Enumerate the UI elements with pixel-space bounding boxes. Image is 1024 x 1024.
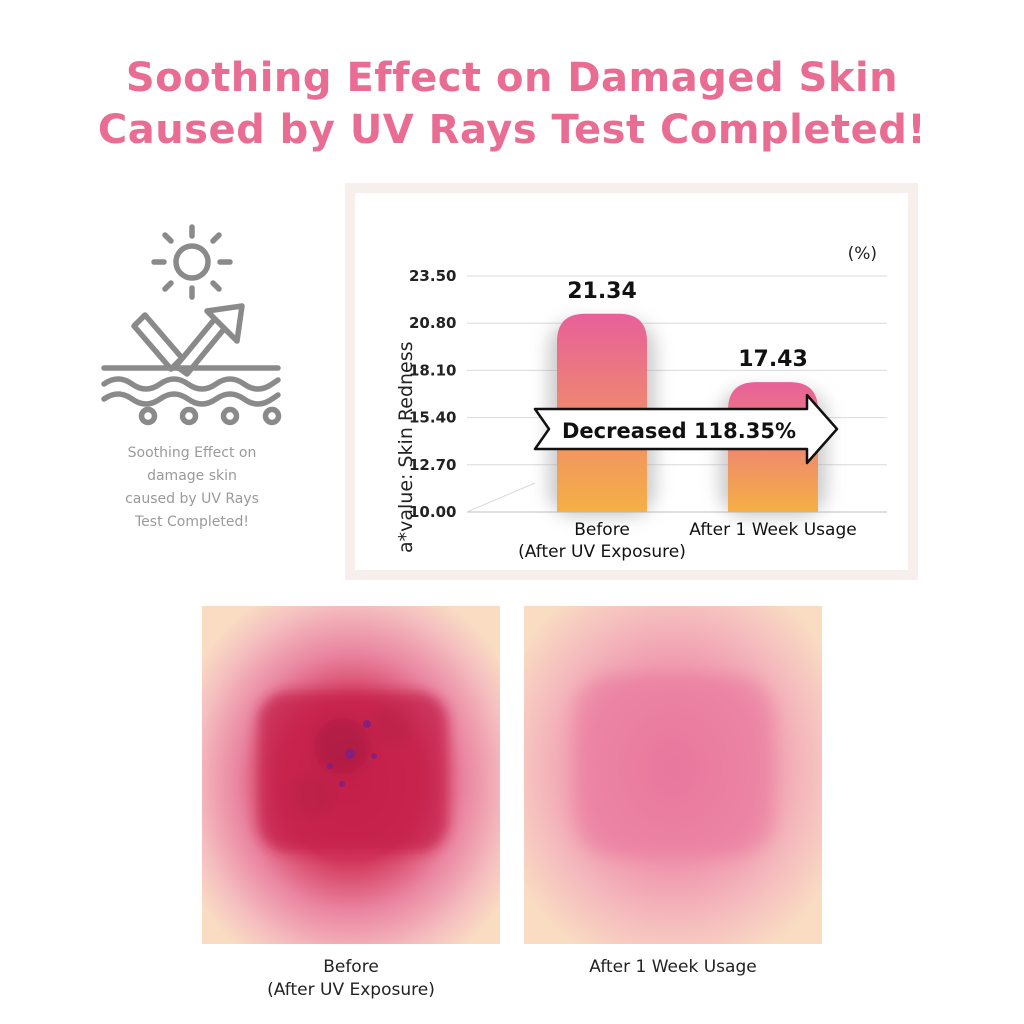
photo-after <box>524 606 822 944</box>
badge-caption-line: damage skin <box>147 468 237 484</box>
x-category-label: Before <box>574 520 630 540</box>
annotation-arrow <box>533 393 839 465</box>
bar-value-label: 17.43 <box>738 347 808 372</box>
caption-line: Before <box>323 957 379 977</box>
caption-line: (After UV Exposure) <box>267 980 435 1000</box>
photo-caption-after: After 1 Week Usage <box>524 956 822 979</box>
title-line-1: Soothing Effect on Damaged Skin <box>125 55 899 101</box>
skin-redness-bar-chart: 23.50 20.80 18.10 15.40 12.70 10.00a*value: S… <box>395 244 887 562</box>
badge-caption-line: caused by UV Rays <box>125 491 259 507</box>
y-tick-label: 23.50 <box>409 267 456 285</box>
page-title: Soothing Effect on Damaged Skin Caused b… <box>0 52 1024 156</box>
badge-caption-line: Soothing Effect on <box>127 445 257 461</box>
unit-label: (%) <box>848 244 877 264</box>
badge-caption-line: Test Completed! <box>135 514 249 530</box>
caption-line: After 1 Week Usage <box>589 957 757 977</box>
y-axis-label: a*value: Skin Redness <box>395 341 417 553</box>
photo-before <box>202 606 500 944</box>
y-tick-label: 18.10 <box>409 361 456 379</box>
sun-uv-skin-icon <box>101 224 282 426</box>
x-category-label: After 1 Week Usage <box>689 520 856 540</box>
annotation-label: Decreased 118.35% <box>562 419 796 443</box>
chart-panel: 23.50 20.80 18.10 15.40 12.70 10.00 a*value: S… <box>345 183 918 580</box>
y-tick-label: 12.70 <box>409 456 456 474</box>
bar-value-label: 21.34 <box>567 279 637 304</box>
y-tick-label: 10.00 <box>409 503 456 521</box>
chart-card: 23.50 20.80 18.10 15.40 12.70 10.00 a*value: S… <box>355 193 908 570</box>
x-category-label: (After UV Exposure) <box>518 542 686 562</box>
axis-floor-depth <box>466 482 536 513</box>
badge-caption: Soothing Effect on damage skin caused by… <box>92 442 292 534</box>
photo-caption-before: Before (After UV Exposure) <box>222 956 480 1002</box>
y-tick-label: 20.80 <box>409 314 456 332</box>
title-line-2: Caused by UV Rays Test Completed! <box>97 107 927 153</box>
y-tick-label: 15.40 <box>409 409 456 427</box>
